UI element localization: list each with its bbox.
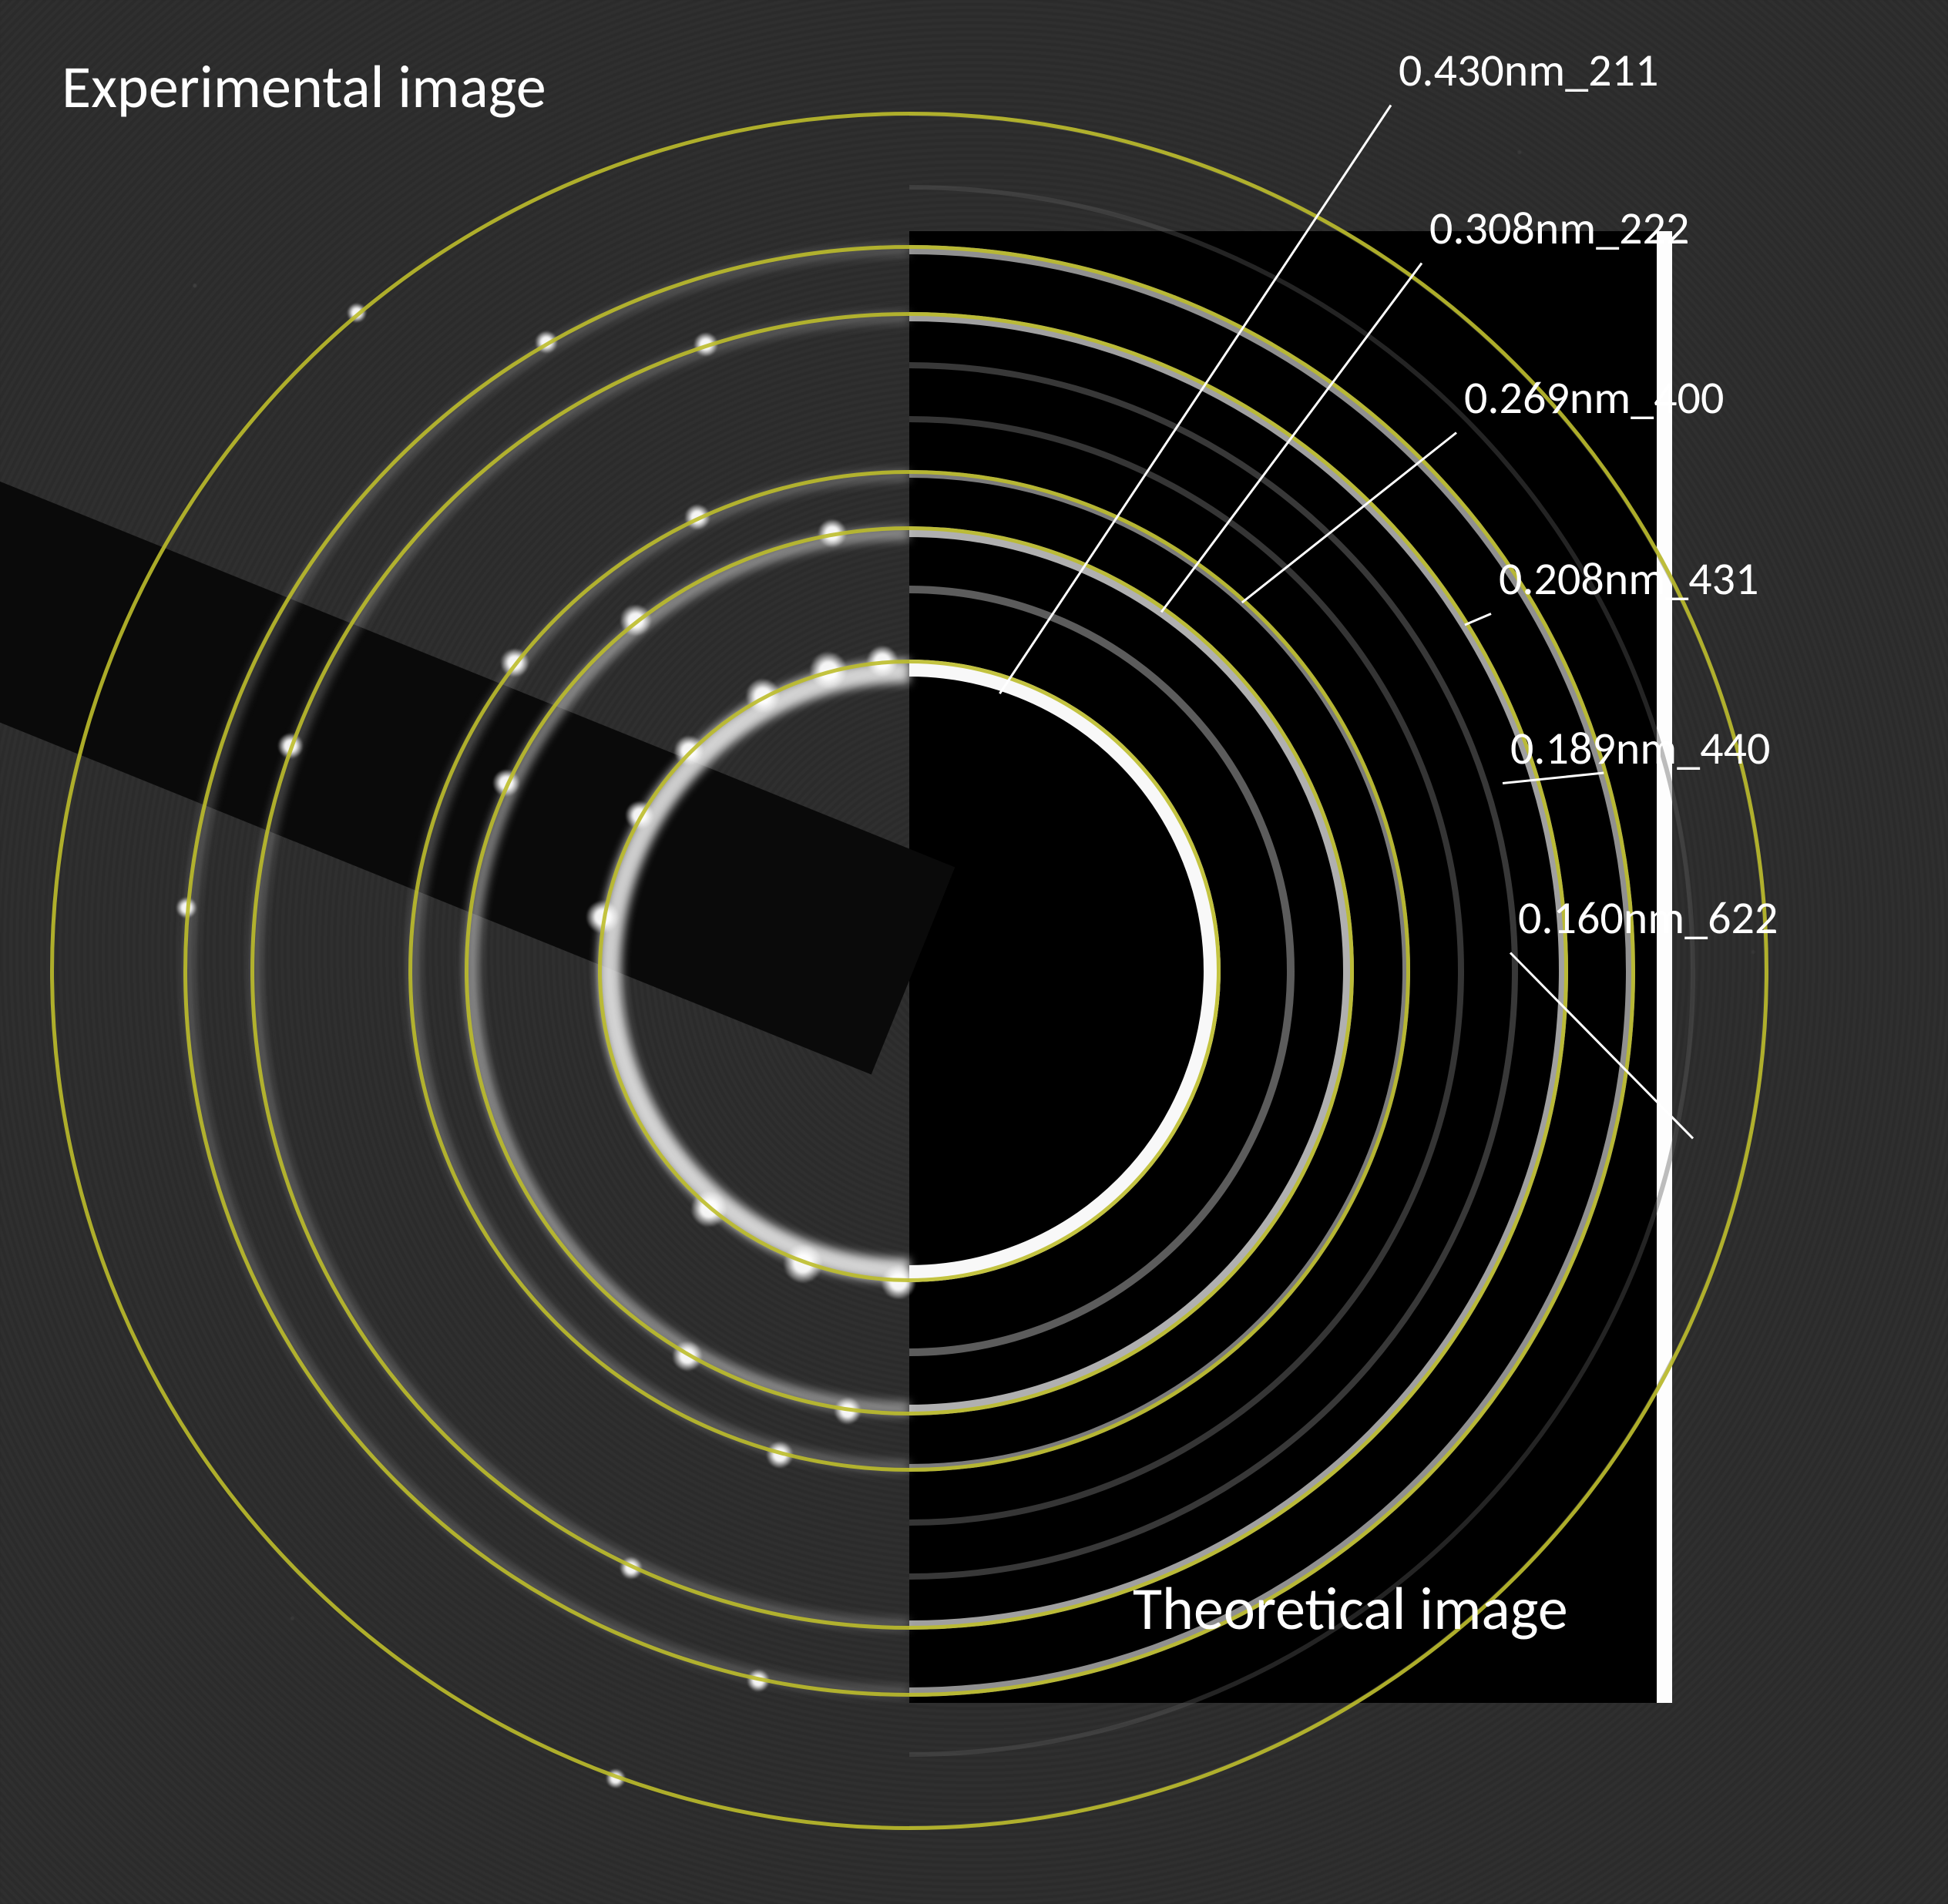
annotation-label-5: 0.160nm_622 [1518,890,1778,946]
annotation-label-0: 0.430nm_211 [1399,42,1658,99]
experimental-title: Experimental image [62,50,546,123]
annotation-label-3: 0.208nm_431 [1499,551,1758,607]
theoretical-title: Theoretical image [1133,1572,1568,1645]
annotation-label-4: 0.189nm_440 [1510,720,1770,777]
indexed-overlay-rings [0,0,1948,1904]
diffraction-figure: Experimental image Theoretical image 0.4… [0,0,1948,1904]
annotation-label-2: 0.269nm_400 [1464,370,1724,426]
annotation-label-1: 0.308nm_222 [1429,200,1689,257]
